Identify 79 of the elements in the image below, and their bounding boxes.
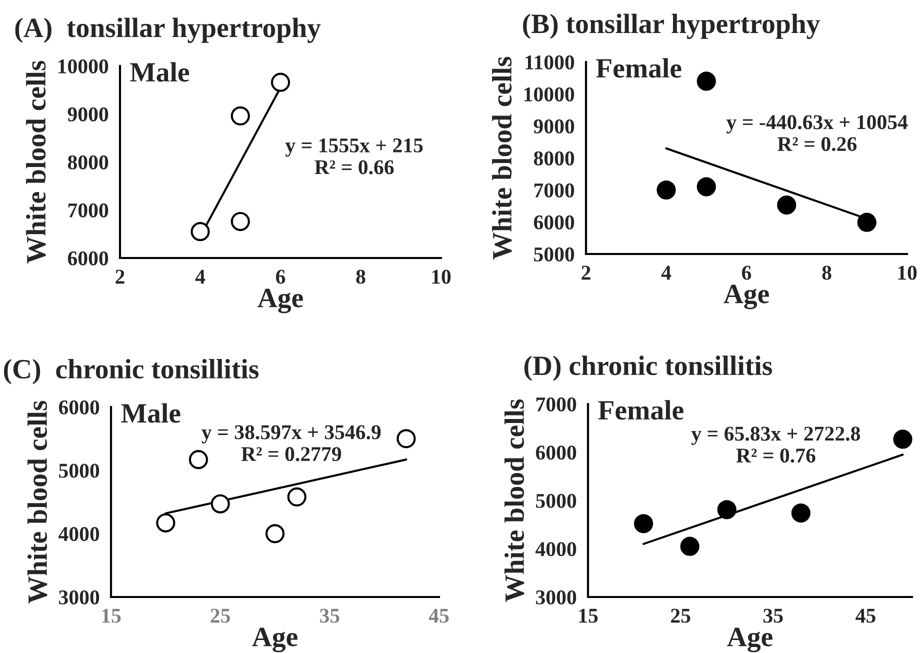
x-axis-title: Age: [724, 284, 769, 310]
y-tick-label: 8000: [534, 151, 574, 166]
y-tick-label: 5000: [534, 247, 574, 262]
y-axis-title: White blood cells: [27, 400, 48, 604]
point: [396, 429, 416, 448]
point: [230, 106, 250, 126]
y-tick-label: 10000: [58, 59, 108, 74]
x-tick-label: 35: [764, 608, 783, 623]
y-tick-label: 5000: [536, 494, 576, 508]
point: [777, 195, 796, 215]
chart-title: (A) tonsillar hypertrophy: [15, 18, 321, 43]
y-axis-title: White blood cells: [26, 60, 46, 264]
point: [696, 177, 716, 196]
x-tick-label: 4: [195, 270, 206, 284]
x-tick-label: 45: [856, 608, 876, 623]
annotation: y = 38.597x + 3546.9 R² = 0.2779: [202, 425, 381, 462]
y-tick-label: 3000: [59, 590, 100, 604]
y-tick-label: 4000: [58, 527, 100, 542]
point: [680, 536, 700, 556]
annotation: y = -440.63x + 10054 R² = 0.26: [726, 115, 908, 152]
x-axis-title: Age: [258, 288, 303, 314]
x-tick-label: 8: [822, 266, 832, 280]
x-tick-label: 15: [102, 608, 121, 623]
point: [857, 212, 876, 232]
x-tick-label: 6: [276, 270, 286, 284]
y-tick-label: 7000: [68, 203, 108, 218]
chart-title: (B) tonsillar hypertrophy: [523, 14, 820, 39]
y-tick-label: 9000: [68, 107, 108, 122]
y-tick-label: 4000: [536, 542, 576, 556]
y-tick-label: 6000: [58, 400, 100, 414]
point: [190, 222, 210, 242]
point: [893, 430, 912, 449]
y-tick-label: 6000: [68, 251, 108, 266]
point: [634, 514, 654, 534]
x-tick-label: 8: [356, 270, 366, 284]
chart-subtitle: Female: [598, 400, 684, 420]
y-axis-title: White blood cells: [504, 399, 524, 602]
x-tick-label: 35: [320, 608, 340, 623]
point: [287, 487, 306, 506]
x-tick-label: 15: [579, 608, 598, 623]
y-tick-label: 9000: [534, 119, 574, 134]
x-tick-label: 45: [428, 608, 449, 623]
x-tick-label: 25: [671, 608, 690, 623]
x-tick-label: 2: [582, 266, 590, 280]
y-tick-label: 7000: [534, 183, 574, 198]
x-tick-label: 6: [742, 266, 752, 280]
point: [156, 513, 176, 532]
point: [230, 212, 250, 232]
x-tick-label: 25: [210, 608, 230, 623]
x-axis-title: Age: [727, 628, 772, 652]
x-tick-label: 10: [898, 266, 917, 280]
y-tick-label: 6000: [534, 215, 574, 230]
point: [270, 72, 290, 92]
point: [188, 450, 208, 470]
chart-subtitle: Male: [121, 403, 180, 423]
y-tick-label: 3000: [536, 590, 576, 604]
chart-title: (D) chronic tonsillitis: [524, 356, 772, 381]
chart-title: (C) chronic tonsillitis: [4, 359, 259, 384]
y-tick-label: 11000: [526, 55, 574, 70]
x-axis-title: Age: [252, 628, 298, 652]
chart-subtitle: Male: [130, 62, 190, 82]
y-tick-label: 6000: [536, 446, 576, 460]
annotation: y = 65.83x + 2722.8 R² = 0.76: [691, 426, 860, 463]
annotation: y = 1555x + 215 R² = 0.66: [285, 138, 423, 174]
x-tick-label: 10: [432, 270, 451, 284]
y-axis-title: White blood cells: [492, 56, 512, 260]
x-tick-label: 2: [116, 270, 124, 284]
point: [696, 72, 716, 91]
point: [210, 494, 230, 514]
point: [717, 500, 736, 520]
point: [265, 524, 285, 544]
point: [656, 180, 676, 200]
y-tick-label: 5000: [59, 464, 100, 478]
point: [791, 503, 810, 523]
y-tick-label: 7000: [536, 397, 576, 412]
chart-subtitle: Female: [596, 58, 682, 78]
y-tick-label: 8000: [68, 155, 108, 170]
y-tick-label: 10000: [524, 87, 574, 102]
x-tick-label: 4: [661, 266, 672, 280]
